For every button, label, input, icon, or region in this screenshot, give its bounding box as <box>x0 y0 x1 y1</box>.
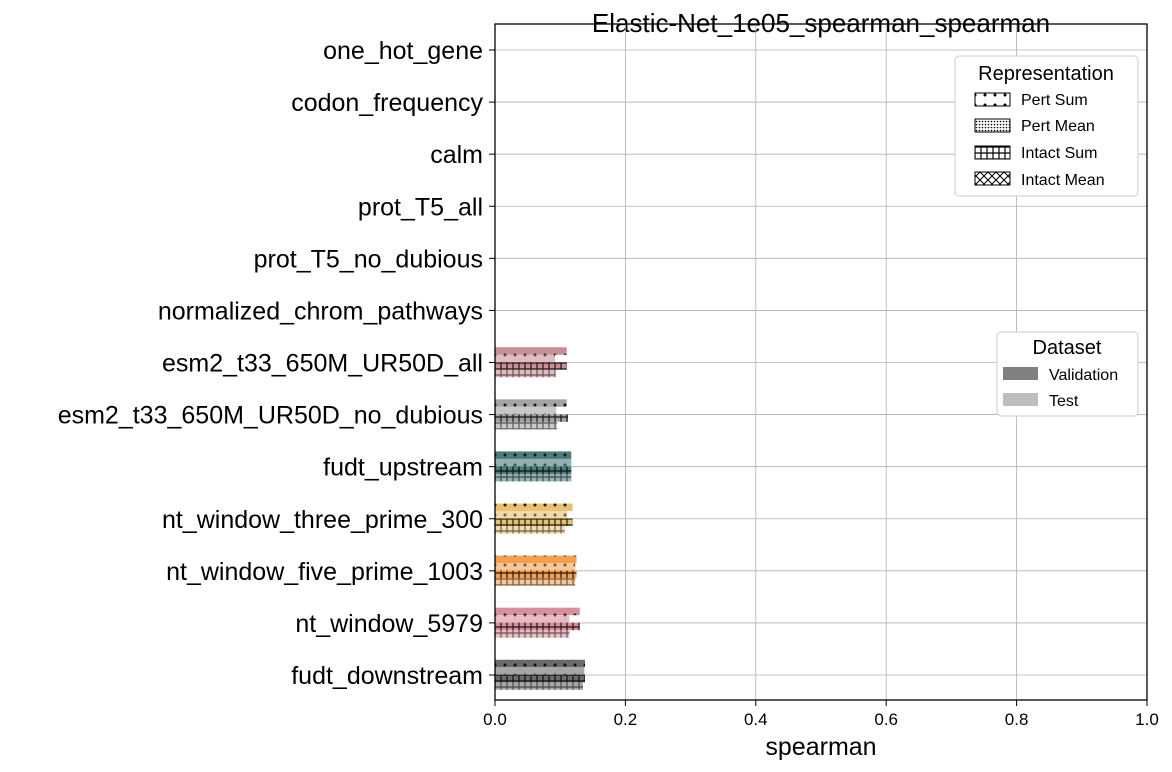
bar-hatch <box>495 406 557 415</box>
bar-hatch <box>495 354 555 363</box>
bar-hatch <box>495 563 576 571</box>
bar-hatch <box>495 451 572 459</box>
y-tick-label: one_hot_gene <box>323 37 483 65</box>
bars <box>495 347 585 690</box>
legend-label-validation: Validation <box>1049 367 1118 384</box>
x-axis-ticks: 0.0 0.2 0.4 0.6 0.8 1.0 <box>483 700 1159 729</box>
y-tick-label: esm2_t33_650M_UR50D_all <box>162 350 483 378</box>
legend-label-intact-sum: Intact Sum <box>1021 145 1097 162</box>
legend-label-test: Test <box>1049 393 1079 410</box>
y-tick-label: nt_window_five_prime_1003 <box>166 558 483 586</box>
bar-hatch <box>495 674 585 683</box>
bar-hatch <box>495 607 580 616</box>
y-tick-label: esm2_t33_650M_UR50D_no_dubious <box>58 402 483 430</box>
y-tick-label: nt_window_three_prime_300 <box>162 506 483 534</box>
y-tick-label: normalized_chrom_pathways <box>158 297 483 325</box>
bar-hatch <box>495 466 572 474</box>
legend-label-intact-mean: Intact Mean <box>1021 172 1105 189</box>
legend-dataset: Dataset Validation Test <box>996 331 1139 417</box>
bar-hatch <box>495 570 577 579</box>
bar-hatch <box>495 615 570 623</box>
bar-hatch <box>495 414 569 422</box>
bar-hatch <box>495 458 572 467</box>
x-axis-label: spearman <box>765 733 876 761</box>
y-tick-label: calm <box>430 141 483 169</box>
legend-dataset-title: Dataset <box>1033 337 1102 359</box>
x-tick-label: 0.8 <box>1005 710 1029 729</box>
y-tick-label: prot_T5_all <box>358 193 483 221</box>
bar-hatch <box>495 630 570 638</box>
bar-hatch <box>495 518 573 526</box>
bar-hatch <box>495 473 572 482</box>
x-tick-label: 0.2 <box>614 710 638 729</box>
bar-hatch <box>495 421 557 430</box>
bar-hatch <box>495 347 567 355</box>
bar-hatch <box>495 511 568 519</box>
legend-label-pert-mean: Pert Mean <box>1021 118 1095 135</box>
bar-hatch <box>495 578 576 586</box>
bar-hatch <box>495 369 556 378</box>
legend-swatch-validation <box>1003 367 1038 380</box>
legend-swatch-intact-sum <box>974 145 1011 160</box>
y-tick-label: fudt_upstream <box>323 454 483 482</box>
legend-representation: Representation Pert Sum Pert Mean Intact… <box>954 55 1139 197</box>
bar-hatch <box>495 555 577 564</box>
bar-hatch <box>495 682 584 690</box>
x-tick-label: 0.0 <box>483 710 507 729</box>
bar-hatch <box>495 667 585 675</box>
legend-representation-title: Representation <box>978 63 1114 85</box>
bar-hatch <box>495 362 567 370</box>
legend-swatch-pert-mean <box>974 118 1011 133</box>
y-tick-label: codon_frequency <box>291 89 483 117</box>
bar-hatch <box>495 622 580 631</box>
bar-hatch <box>495 526 565 534</box>
x-tick-label: 0.4 <box>744 710 768 729</box>
bar-hatch <box>495 503 573 511</box>
y-tick-label: nt_window_5979 <box>295 610 483 638</box>
x-tick-label: 1.0 <box>1135 710 1159 729</box>
legend-swatch-pert-sum <box>974 92 1011 107</box>
x-tick-label: 0.6 <box>874 710 898 729</box>
bar-hatch <box>495 659 585 668</box>
legend-swatch-intact-mean <box>974 171 1011 186</box>
y-tick-label: fudt_downstream <box>291 662 483 690</box>
y-tick-label: prot_T5_no_dubious <box>254 245 483 273</box>
bar-hatch <box>495 399 567 407</box>
chart-title: Elastic-Net_1e05_spearman_spearman <box>592 8 1050 38</box>
legend-label-pert-sum: Pert Sum <box>1021 92 1088 109</box>
legend-swatch-test <box>1003 393 1038 406</box>
legend-representation-box <box>954 55 1139 197</box>
